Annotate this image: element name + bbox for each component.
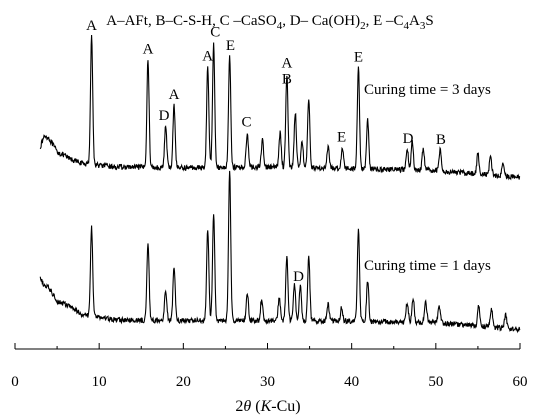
peak-label: A [86, 18, 97, 34]
x-axis-title-open: ( [251, 398, 260, 415]
peak-label: D [403, 131, 414, 147]
x-axis-ticks: 0 10 20 30 40 50 60 [11, 343, 528, 390]
x-tick-label: 0 [11, 374, 19, 390]
legend-sub-3: 4 [404, 20, 410, 32]
x-tick-label: 50 [428, 374, 443, 390]
x-tick-label: 60 [513, 374, 528, 390]
peak-label: A [143, 42, 154, 58]
peak-label: E [354, 50, 363, 66]
x-tick-label: 10 [92, 374, 107, 390]
x-tick-label: 40 [344, 374, 359, 390]
legend-part-1: A–AFt, B–C-S-H, C –CaSO [106, 13, 277, 29]
x-axis-title: 2θ (K-Cu) [235, 398, 300, 415]
peak-label: C [210, 24, 220, 40]
x-axis-title-two: 2 [235, 398, 243, 415]
peak-label: A [202, 49, 213, 65]
legend-part-4: A [409, 13, 420, 29]
legend-part-5: S [425, 13, 433, 29]
series-line-3-days [39, 35, 521, 181]
curing-time-label: Curing time = 3 days [364, 82, 491, 98]
peak-label: D [159, 108, 170, 124]
series-line-1-days [39, 170, 521, 334]
peak-label: B [436, 132, 446, 148]
peak-label: C [241, 114, 251, 130]
peak-label: E [337, 129, 346, 145]
x-axis-title-rest: -Cu) [271, 398, 300, 415]
x-tick-label: 20 [176, 374, 191, 390]
legend-sub-2: 2 [360, 20, 366, 32]
peak-label: A [169, 87, 180, 103]
peak-label: A [281, 56, 292, 72]
peak-label: B [282, 72, 292, 88]
legend-sub-1: 4 [277, 20, 283, 32]
legend-sub-4: 3 [420, 20, 426, 32]
x-axis-title-theta: θ [243, 398, 251, 415]
peak-label: E [226, 38, 235, 54]
x-axis-title-k: K [260, 398, 273, 415]
peak-label: D [293, 269, 304, 285]
phase-legend: A–AFt, B–C-S-H, C –CaSO4, D– Ca(OH)2, E … [106, 13, 433, 32]
curing-time-label: Curing time = 1 days [364, 258, 491, 274]
x-tick-label: 30 [260, 374, 275, 390]
legend-part-3: , E –C [366, 13, 404, 29]
legend-part-2: , D– Ca(OH) [282, 13, 360, 29]
